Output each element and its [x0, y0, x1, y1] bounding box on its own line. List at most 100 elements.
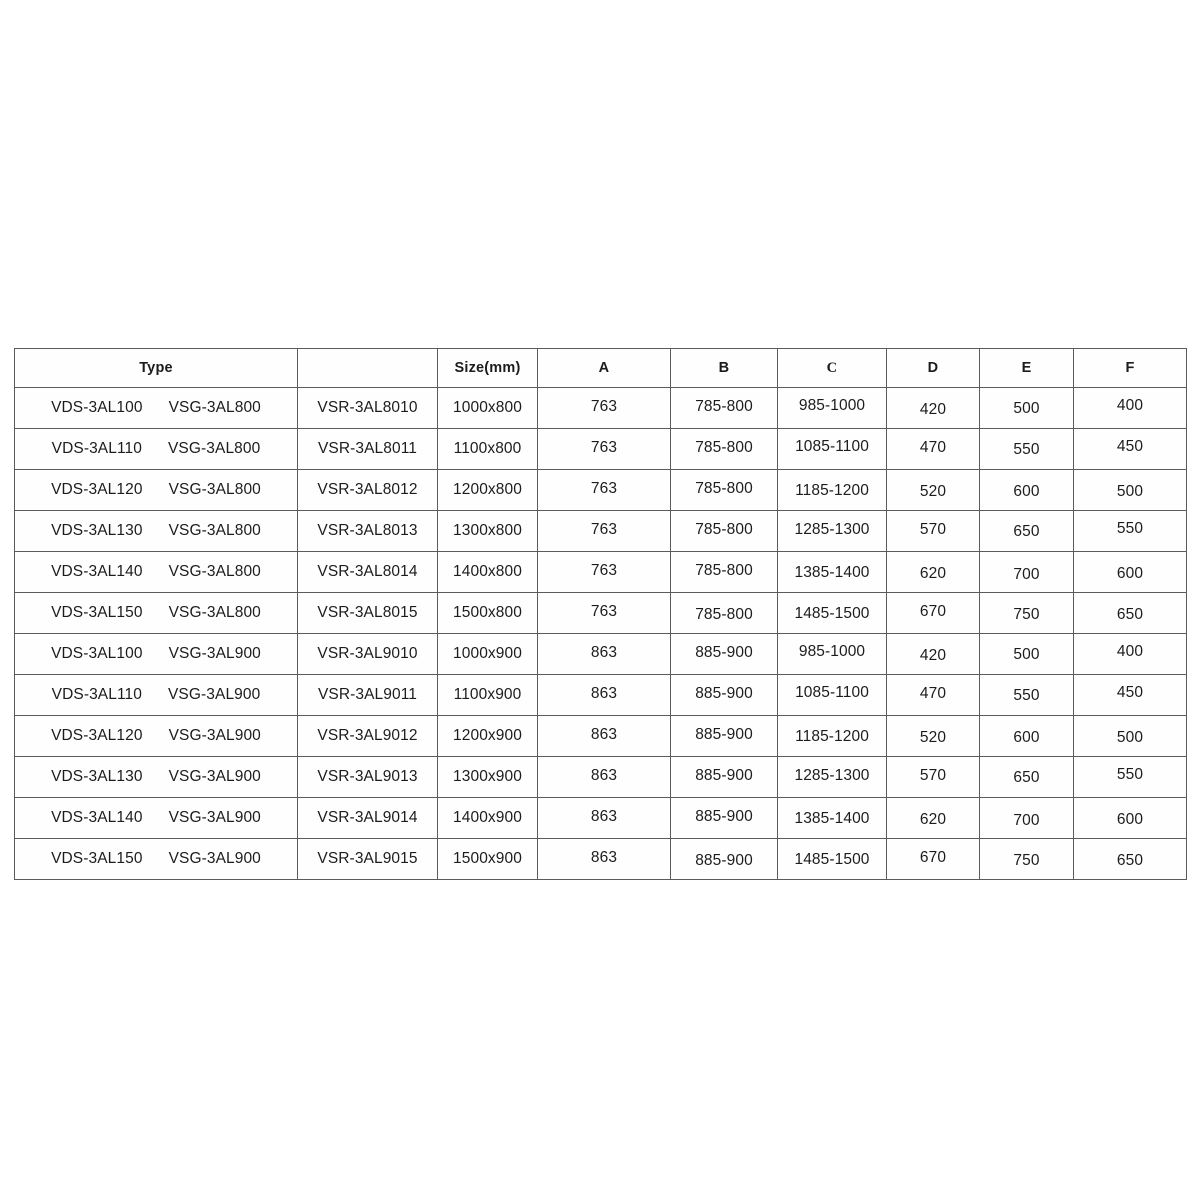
type-secondary-label: VSG-3AL900	[167, 686, 261, 703]
cell-b: 785-800	[670, 428, 778, 470]
type-secondary-label: VSG-3AL900	[168, 768, 261, 785]
cell-code-text: VSR-3AL9010	[317, 645, 418, 662]
cell-c-text: 1385-1400	[794, 564, 870, 581]
cell-b: 885-900	[670, 715, 778, 757]
cell-f-text: 450	[1116, 438, 1144, 455]
cell-a-text: 763	[590, 521, 618, 538]
column-header-c: C	[777, 348, 887, 388]
cell-code: VSR-3AL8012	[297, 469, 438, 511]
cell-d: 570	[886, 756, 980, 798]
column-header-d: D	[886, 348, 980, 388]
type-primary-label: VDS-3AL130	[51, 522, 143, 539]
cell-c-text: 1385-1400	[794, 810, 870, 827]
type-primary-label: VDS-3AL120	[51, 727, 143, 744]
cell-d-text: 420	[919, 647, 947, 664]
cell-e-text: 600	[1013, 729, 1040, 746]
cell-d: 670	[886, 838, 980, 880]
table-header: Type Size(mm) A B C D E F	[14, 348, 1187, 388]
cell-size-text: 1000x800	[453, 399, 522, 416]
cell-b: 885-900	[670, 756, 778, 798]
cell-b: 785-800	[670, 551, 778, 593]
cell-size: 1400x800	[437, 551, 538, 593]
cell-c-text: 1185-1200	[795, 728, 869, 745]
table-row: VDS-3AL150 VSG-3AL800 VSR-3AL8015 1500x800 7…	[14, 592, 1187, 634]
cell-d: 670	[886, 592, 980, 634]
cell-f: 400	[1073, 633, 1187, 675]
cell-f-text: 550	[1116, 766, 1144, 783]
cell-c-text: 1285-1300	[794, 767, 870, 784]
cell-type: VDS-3AL150 VSG-3AL800	[14, 592, 298, 634]
type-primary-label: VDS-3AL100	[51, 645, 143, 662]
cell-d: 420	[886, 633, 980, 675]
cell-f: 650	[1073, 592, 1187, 634]
cell-f: 600	[1073, 797, 1187, 839]
cell-size-text: 1300x900	[453, 768, 522, 785]
cell-c-text: 1085-1100	[795, 684, 869, 701]
table-row: VDS-3AL120 VSG-3AL900 VSR-3AL9012 1200x900 8…	[14, 715, 1187, 757]
cell-e-text: 550	[1013, 441, 1040, 458]
cell-d-text: 520	[919, 729, 947, 746]
cell-b: 785-800	[670, 469, 778, 511]
cell-c: 985-1000	[777, 633, 887, 675]
cell-e: 550	[979, 428, 1074, 470]
cell-e: 650	[979, 510, 1074, 552]
cell-f: 450	[1073, 428, 1187, 470]
cell-b-text: 885-900	[695, 808, 753, 825]
cell-b: 885-900	[670, 633, 778, 675]
cell-e: 700	[979, 551, 1074, 593]
cell-b-text: 785-800	[695, 606, 753, 623]
type-primary-label: VDS-3AL110	[51, 440, 142, 457]
cell-a-text: 863	[590, 808, 618, 825]
cell-size-text: 1500x800	[453, 604, 522, 621]
cell-size: 1500x900	[437, 838, 538, 880]
cell-e: 600	[979, 469, 1074, 511]
cell-c: 1085-1100	[777, 674, 887, 716]
type-secondary-label: VSG-3AL800	[168, 481, 261, 498]
type-secondary-label: VSG-3AL800	[168, 399, 261, 416]
column-header-b: B	[670, 348, 778, 388]
cell-a: 863	[537, 633, 671, 675]
cell-a: 763	[537, 592, 671, 634]
cell-d: 520	[886, 469, 980, 511]
cell-e: 600	[979, 715, 1074, 757]
cell-size-text: 1300x800	[453, 522, 522, 539]
cell-c: 1385-1400	[777, 797, 887, 839]
cell-a-text: 863	[590, 726, 618, 743]
cell-b: 785-800	[670, 592, 778, 634]
cell-d: 570	[886, 510, 980, 552]
cell-d-text: 620	[919, 565, 947, 582]
type-primary-label: VDS-3AL120	[51, 481, 143, 498]
spec-table-container: Type Size(mm) A B C D E F VDS-3AL100 VSG-…	[14, 348, 1187, 880]
cell-code-text: VSR-3AL9012	[317, 727, 418, 744]
cell-e-text: 550	[1013, 687, 1040, 704]
table-row: VDS-3AL140 VSG-3AL800 VSR-3AL8014 1400x800 7…	[14, 551, 1187, 593]
cell-b-text: 785-800	[695, 480, 753, 497]
cell-e-text: 650	[1013, 523, 1040, 540]
cell-d: 520	[886, 715, 980, 757]
cell-d-text: 570	[919, 521, 947, 538]
type-secondary-label: VSG-3AL900	[168, 850, 261, 867]
cell-b-text: 785-800	[695, 439, 753, 456]
column-header-type: Type	[14, 348, 298, 388]
cell-a-text: 763	[590, 562, 618, 579]
cell-b: 885-900	[670, 674, 778, 716]
cell-a: 863	[537, 756, 671, 798]
cell-c-text: 1485-1500	[794, 605, 870, 622]
cell-b-text: 885-900	[695, 685, 753, 702]
cell-f-text: 500	[1116, 483, 1144, 500]
table-row: VDS-3AL100 VSG-3AL800 VSR-3AL8010 1000x800 7…	[14, 387, 1187, 429]
table-row: VDS-3AL150 VSG-3AL900 VSR-3AL9015 1500x900 8…	[14, 838, 1187, 880]
cell-f-text: 400	[1116, 397, 1144, 414]
cell-code: VSR-3AL9015	[297, 838, 438, 880]
type-primary-label: VDS-3AL150	[51, 604, 143, 621]
cell-size-text: 1000x900	[453, 645, 522, 662]
cell-c: 1185-1200	[777, 469, 887, 511]
cell-code: VSR-3AL8011	[297, 428, 438, 470]
type-primary-label: VDS-3AL110	[51, 686, 142, 703]
cell-b-text: 785-800	[695, 398, 753, 415]
cell-e-text: 700	[1013, 566, 1040, 583]
cell-code: VSR-3AL8013	[297, 510, 438, 552]
cell-c: 1485-1500	[777, 838, 887, 880]
cell-code-text: VSR-3AL9014	[317, 809, 418, 826]
cell-code: VSR-3AL9012	[297, 715, 438, 757]
